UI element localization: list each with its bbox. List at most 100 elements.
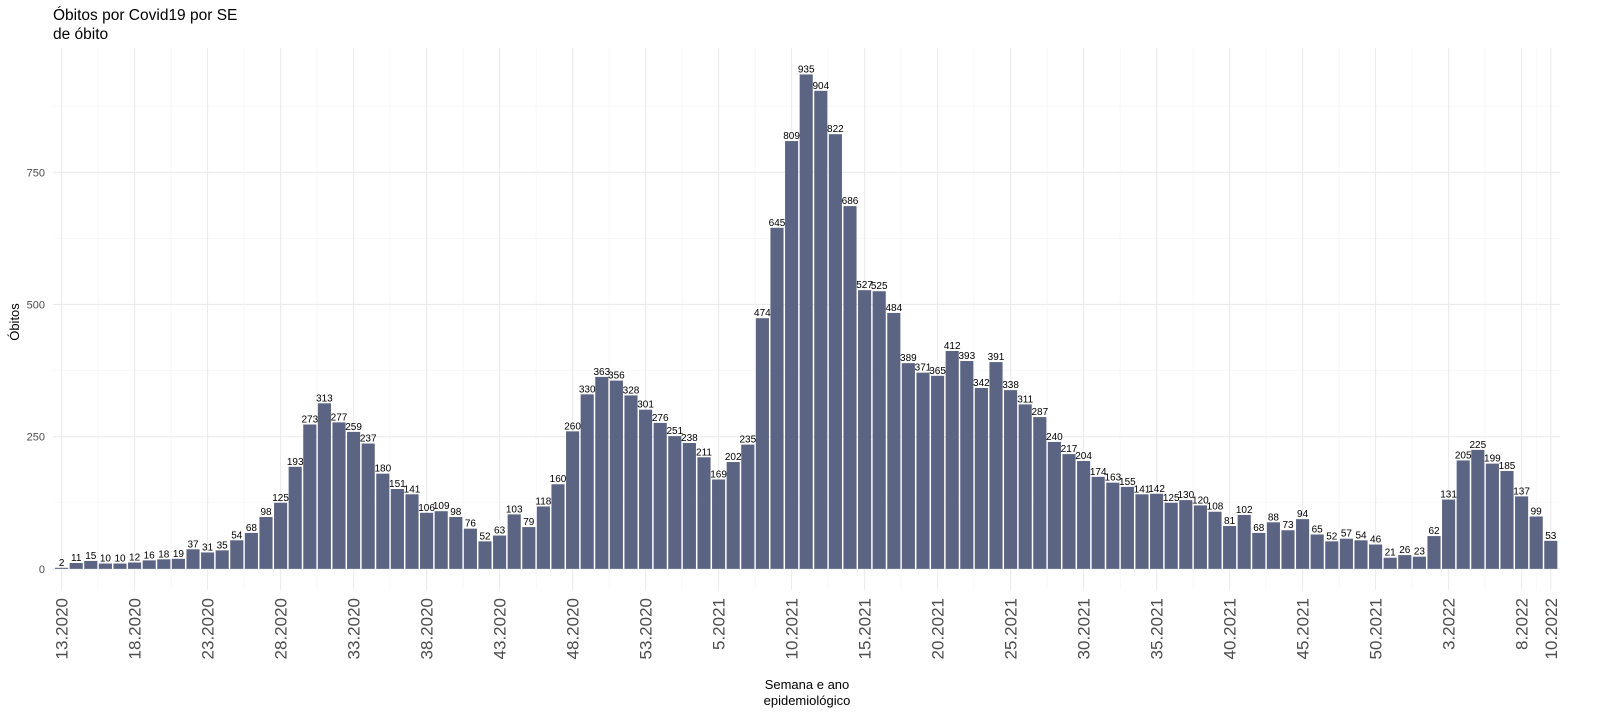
x-tick-label: 30.2021 (1075, 598, 1094, 659)
bar (974, 388, 988, 569)
bar (1383, 557, 1397, 569)
data-label: 393 (958, 351, 975, 362)
data-label: 120 (1192, 495, 1209, 506)
data-label: 35 (217, 540, 229, 551)
x-tick-label: 13.2020 (53, 598, 72, 659)
bar (1033, 417, 1047, 569)
data-label: 185 (1499, 461, 1516, 472)
data-label: 102 (1236, 505, 1253, 516)
bar (814, 90, 828, 569)
bar (1106, 482, 1120, 569)
data-label: 18 (158, 549, 170, 560)
x-tick-label: 15.2021 (856, 598, 875, 659)
bar (609, 380, 623, 569)
bar (244, 532, 258, 569)
data-label: 371 (915, 363, 932, 374)
data-label: 225 (1469, 440, 1486, 451)
bar (1339, 538, 1353, 569)
data-label: 311 (1017, 394, 1033, 405)
bar (1412, 556, 1426, 569)
data-label: 160 (550, 474, 567, 485)
bar (186, 549, 200, 569)
bar (1266, 522, 1280, 569)
data-label: 211 (696, 447, 712, 458)
bar (901, 363, 915, 569)
bar (726, 462, 740, 569)
bar (215, 550, 229, 569)
data-label: 21 (1385, 548, 1397, 559)
data-label: 251 (666, 426, 683, 437)
bars (55, 74, 1558, 569)
bar (1325, 541, 1339, 569)
data-label: 99 (1531, 506, 1543, 517)
data-label: 109 (433, 501, 450, 512)
data-label: 108 (1207, 502, 1224, 513)
x-tick-label: 23.2020 (199, 598, 218, 659)
data-label: 686 (842, 196, 859, 207)
bar (507, 514, 521, 569)
bar (536, 506, 550, 569)
bar (843, 206, 857, 569)
data-label: 525 (871, 281, 888, 292)
data-label: 151 (389, 479, 406, 490)
data-label: 328 (623, 385, 640, 396)
data-label: 2 (59, 558, 65, 569)
bar (1281, 530, 1295, 569)
x-axis: 13.2020 18.2020 23.2020 28.2020 33.2020 38.20… (53, 598, 1561, 659)
bar (931, 375, 945, 569)
data-label: 68 (1253, 523, 1265, 534)
data-label: 52 (479, 531, 491, 542)
data-label: 163 (1104, 473, 1121, 484)
bar (259, 517, 273, 569)
grid-lines (53, 48, 1560, 590)
data-label: 273 (301, 414, 318, 425)
y-tick-label: 750 (27, 167, 45, 179)
bar (1427, 536, 1441, 569)
data-label: 10 (114, 554, 126, 565)
data-label: 338 (1002, 380, 1019, 391)
data-label: 277 (331, 412, 348, 423)
data-label: 330 (579, 384, 596, 395)
bar (1456, 460, 1470, 569)
data-label: 46 (1370, 535, 1382, 546)
data-label: 365 (929, 366, 946, 377)
data-label: 240 (1046, 432, 1063, 443)
data-label: 98 (450, 507, 462, 518)
bar (741, 444, 755, 569)
x-tick-label: 20.2021 (929, 598, 948, 659)
data-label: 76 (465, 519, 477, 530)
data-label: 356 (608, 371, 625, 382)
data-label: 205 (1455, 450, 1472, 461)
bar (697, 457, 711, 569)
data-label: 63 (494, 526, 506, 537)
bar (1442, 499, 1456, 569)
bar (1047, 441, 1061, 569)
data-label: 10 (100, 554, 112, 565)
bar (1485, 463, 1499, 569)
bar (1544, 540, 1558, 569)
bar (887, 312, 901, 569)
bar (653, 422, 667, 569)
data-label: 23 (1414, 547, 1426, 558)
bar (449, 517, 463, 569)
bar (1296, 519, 1310, 569)
bar (171, 558, 185, 569)
bar (1237, 514, 1251, 569)
x-tick-label: 33.2020 (345, 598, 364, 659)
chart-title: Óbitos por Covid19 por SE de óbito (53, 6, 237, 44)
bar (1398, 555, 1412, 569)
bar (580, 394, 594, 569)
data-label: 125 (272, 493, 289, 504)
bar (799, 74, 813, 569)
x-tick-label: 48.2020 (564, 598, 583, 659)
data-label: 174 (1090, 467, 1107, 478)
x-tick-label: 10.2021 (783, 598, 802, 659)
bar (1369, 544, 1383, 569)
bar (288, 466, 302, 569)
data-label: 81 (1224, 516, 1236, 527)
data-label: 287 (1031, 407, 1048, 418)
bar (682, 442, 696, 569)
data-label: 809 (783, 131, 800, 142)
